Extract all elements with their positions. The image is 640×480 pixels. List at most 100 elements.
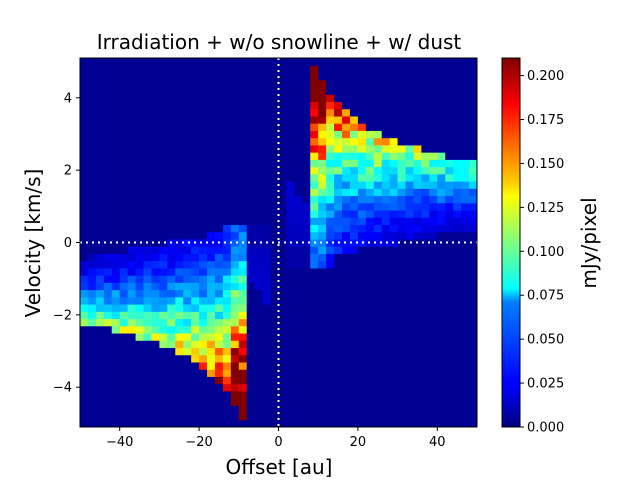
heatmap-cell <box>135 231 145 240</box>
heatmap-cell <box>175 238 184 247</box>
heatmap-cell <box>413 296 423 305</box>
heatmap-cell <box>334 108 343 117</box>
heatmap-cell <box>405 195 415 204</box>
heatmap-cell <box>294 253 303 262</box>
heatmap-cell <box>80 376 89 385</box>
heatmap-cell <box>214 188 224 197</box>
heatmap-cell <box>461 166 470 175</box>
heatmap-cell <box>349 115 359 124</box>
heatmap-cell <box>334 217 343 226</box>
heatmap-cell <box>214 86 224 95</box>
heatmap-cell <box>294 123 303 131</box>
heatmap-cell <box>95 325 105 334</box>
heatmap-cell <box>199 347 208 356</box>
heatmap-cell <box>405 412 415 421</box>
heatmap-cell <box>199 311 208 320</box>
heatmap-cell <box>191 354 200 363</box>
heatmap-cell <box>111 332 121 341</box>
heatmap-cell <box>365 231 375 240</box>
heatmap-cell <box>95 267 105 276</box>
heatmap-cell <box>119 173 129 182</box>
heatmap-cell <box>167 376 176 385</box>
heatmap-cell <box>286 202 295 211</box>
heatmap-cell <box>389 123 399 131</box>
heatmap-cell <box>381 246 391 254</box>
heatmap-cell <box>175 332 184 341</box>
heatmap-cell <box>326 304 335 312</box>
heatmap-cell <box>326 376 335 385</box>
heatmap-cell <box>278 94 288 103</box>
heatmap-cell <box>302 289 311 298</box>
heatmap-cell <box>175 253 184 262</box>
heatmap-cell <box>302 325 311 334</box>
heatmap-cell <box>103 65 113 74</box>
heatmap-cell <box>183 173 192 182</box>
heatmap-cell <box>143 398 153 406</box>
heatmap-cell <box>103 369 113 377</box>
heatmap-cell <box>175 267 184 276</box>
heatmap-cell <box>151 195 160 204</box>
heatmap-cell <box>111 304 121 312</box>
heatmap-cell <box>175 398 184 406</box>
heatmap-cell <box>405 347 415 356</box>
heatmap-cell <box>429 58 438 66</box>
heatmap-cell <box>397 282 407 291</box>
heatmap-cell <box>103 419 113 427</box>
heatmap-cell <box>238 275 248 283</box>
heatmap-cell <box>207 65 216 74</box>
heatmap-cell <box>214 311 224 320</box>
heatmap-cell <box>270 188 280 197</box>
heatmap-cell <box>270 86 280 95</box>
heatmap-cell <box>207 202 216 211</box>
heatmap-cell <box>143 340 153 349</box>
heatmap-cell <box>381 217 391 226</box>
heatmap-cell <box>151 376 160 385</box>
heatmap-cell <box>461 130 470 139</box>
heatmap-cell <box>135 376 145 385</box>
heatmap-cell <box>183 311 192 320</box>
heatmap-cell <box>381 304 391 312</box>
heatmap-cell <box>342 58 351 66</box>
heatmap-cell <box>246 86 256 95</box>
heatmap-cell <box>421 224 430 233</box>
heatmap-cell <box>365 101 375 110</box>
heatmap-cell <box>262 325 272 334</box>
heatmap-cell <box>365 325 375 334</box>
heatmap-cell <box>167 369 176 377</box>
heatmap-cell <box>373 304 383 312</box>
heatmap-cell <box>310 173 319 182</box>
heatmap-cell <box>199 376 208 385</box>
heatmap-cell <box>238 376 248 385</box>
heatmap-cell <box>207 209 216 218</box>
heatmap-cell <box>238 108 248 117</box>
heatmap-cell <box>302 209 311 218</box>
heatmap-cell <box>127 65 137 74</box>
heatmap-cell <box>318 282 327 291</box>
heatmap-cell <box>397 325 407 334</box>
heatmap-cell <box>278 238 288 247</box>
heatmap-cell <box>191 65 200 74</box>
heatmap-cell <box>135 369 145 377</box>
heatmap-cell <box>246 173 256 182</box>
heatmap-cell <box>294 419 303 427</box>
heatmap-cell <box>334 369 343 377</box>
heatmap-cell <box>111 383 121 392</box>
heatmap-cell <box>365 209 375 218</box>
heatmap-cell <box>461 383 470 392</box>
heatmap-cell <box>429 304 438 312</box>
heatmap-cell <box>389 354 399 363</box>
heatmap-cell <box>214 246 224 254</box>
heatmap-cell <box>119 318 129 327</box>
heatmap-cell <box>167 282 176 291</box>
heatmap-cell <box>80 202 89 211</box>
heatmap-cell <box>437 398 446 406</box>
heatmap-cell <box>151 267 160 276</box>
heatmap-cell <box>262 289 272 298</box>
heatmap-cell <box>254 195 264 204</box>
heatmap-cell <box>254 419 264 427</box>
heatmap-cell <box>397 65 407 74</box>
heatmap-cell <box>365 369 375 377</box>
heatmap-cell <box>199 304 208 312</box>
reference-lines <box>80 58 477 427</box>
heatmap-cell <box>199 340 208 349</box>
